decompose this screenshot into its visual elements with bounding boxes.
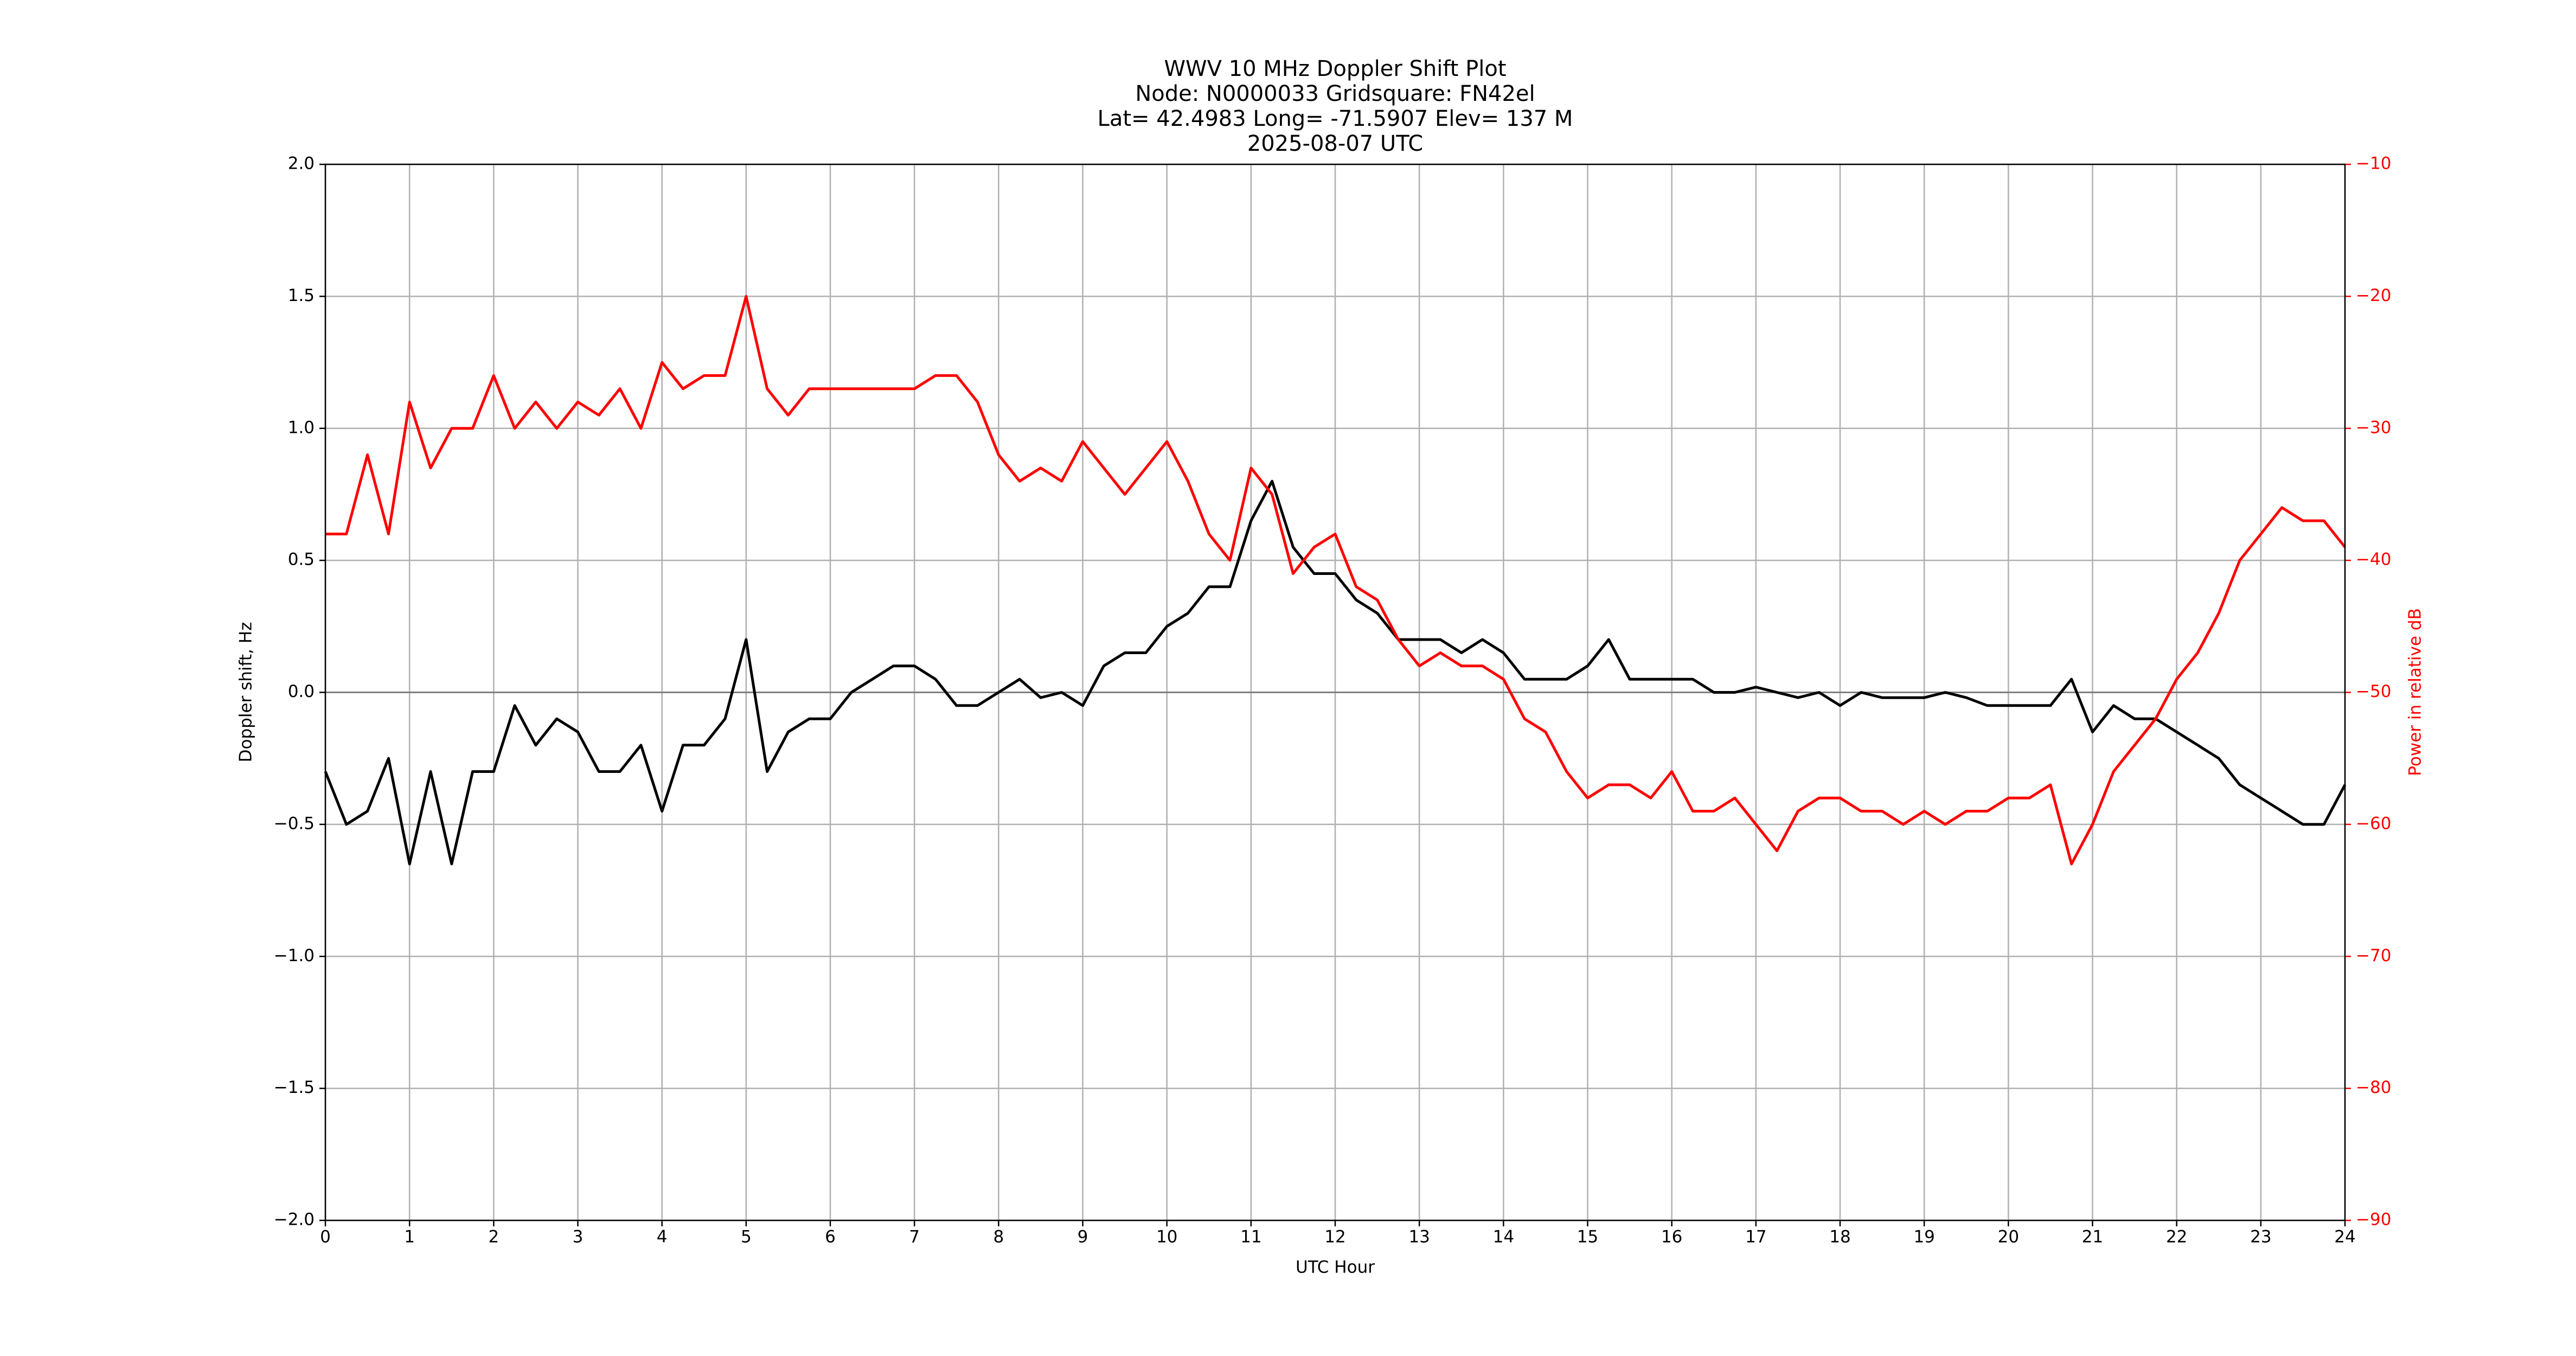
y2-tick-label: −70 [2356,946,2391,965]
y-axis-label: Doppler shift, Hz [236,622,256,763]
data-line [325,295,2346,866]
y2-tick-label: −60 [2356,814,2391,833]
y-tick-label: −0.5 [274,814,315,833]
y-tick-label: −1.5 [274,1078,315,1097]
x-axis-label: UTC Hour [1296,1258,1375,1277]
plot-frame [324,163,2346,1221]
y-tick-label: 2.0 [288,154,315,174]
y2-tick-label: −10 [2356,154,2391,174]
x-tick-label: 3 [573,1227,584,1247]
y-tick-label: −2.0 [274,1210,315,1230]
x-tick-label: 18 [1829,1227,1850,1247]
x-tick-label: 11 [1240,1227,1261,1247]
chart-subtitle: Lat= 42.4983 Long= -71.5907 Elev= 137 M [1098,106,1573,131]
x-tick-label: 12 [1324,1227,1345,1247]
y2-axis-label: Power in relative dB [2406,608,2425,776]
x-tick-label: 7 [909,1227,920,1247]
y-tick-label: 1.5 [288,286,315,305]
x-tick-label: 19 [1913,1227,1934,1247]
x-tick-label: 13 [1408,1227,1430,1247]
x-tick-label: 5 [741,1227,752,1247]
x-tick-label: 6 [825,1227,836,1247]
x-tick-label: 2 [488,1227,499,1247]
x-tick-label: 23 [2250,1227,2271,1247]
chart-subtitle: Node: N0000033 Gridsquare: FN42el [1135,81,1535,106]
data-line [324,479,2347,866]
y2-tick-label: −90 [2356,1210,2391,1230]
x-tick-label: 15 [1577,1227,1598,1247]
chart-subtitle: 2025-08-07 UTC [1247,131,1423,156]
y-tick-label: 0.5 [288,550,315,570]
x-tick-label: 9 [1078,1227,1088,1247]
x-tick-label: 24 [2334,1227,2355,1247]
x-tick-label: 22 [2166,1227,2187,1247]
x-tick-label: 16 [1661,1227,1682,1247]
x-tick-label: 17 [1745,1227,1766,1247]
chart-title: WWV 10 MHz Doppler Shift Plot [1164,56,1506,81]
x-tick-label: 8 [993,1227,1004,1247]
x-tick-label: 21 [2082,1227,2103,1247]
x-tick-label: 14 [1493,1227,1514,1247]
x-tick-label: 0 [320,1227,331,1247]
y2-tick-label: −40 [2356,550,2391,570]
y2-tick-label: −50 [2356,682,2391,701]
y2-tick-label: −80 [2356,1078,2391,1097]
y2-tick-label: −20 [2356,286,2391,305]
y-tick-label: 1.0 [288,418,315,437]
y-tick-label: −1.0 [274,946,315,965]
y2-tick-label: −30 [2356,418,2391,437]
x-tick-label: 1 [404,1227,415,1247]
x-tick-label: 20 [1998,1227,2019,1247]
x-tick-label: 4 [657,1227,668,1247]
y-tick-label: 0.0 [288,682,315,701]
x-tick-label: 10 [1156,1227,1177,1247]
